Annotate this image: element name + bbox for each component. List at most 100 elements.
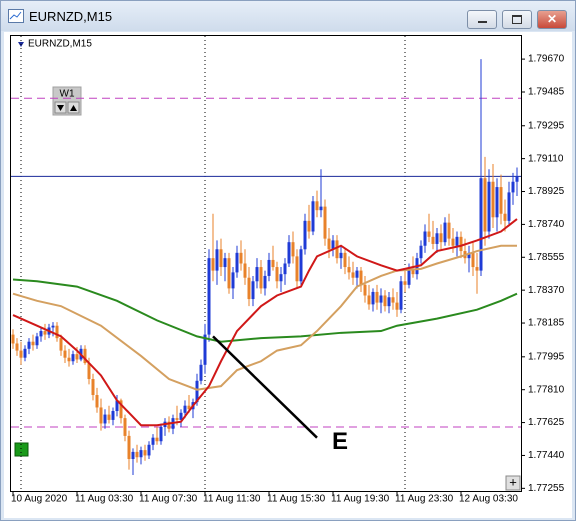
candle-body: [51, 325, 55, 328]
candle-body: [475, 267, 479, 271]
maximize-button[interactable]: [502, 10, 532, 29]
candle-body: [167, 421, 171, 429]
candle-body: [515, 176, 519, 182]
trend-line: [212, 335, 318, 439]
candle-body: [219, 249, 223, 268]
candle-body: [55, 325, 59, 339]
y-tick-label: 1.78740: [528, 219, 565, 230]
y-tick-label: 1.78185: [528, 318, 565, 329]
candle-body: [207, 258, 211, 335]
timeframe-widget[interactable]: W1: [52, 86, 82, 116]
candle-body: [123, 418, 127, 436]
y-tick-label: 1.77995: [528, 351, 565, 362]
candle-body: [87, 363, 91, 380]
y-tick-label: 1.77625: [528, 417, 565, 428]
x-tick-label: 11 Aug 07:30: [139, 494, 198, 505]
y-tick-label: 1.77255: [528, 483, 565, 494]
candle-body: [323, 206, 327, 239]
candle-body: [359, 270, 363, 285]
candle-body: [59, 338, 63, 351]
candle-body: [243, 263, 247, 278]
candle-body: [39, 331, 43, 337]
candle-body: [347, 267, 351, 273]
window-title: EURNZD,M15: [29, 9, 113, 24]
candle-body: [107, 414, 111, 420]
candle-body: [227, 258, 231, 289]
candle-body: [499, 187, 503, 214]
candle-body: [175, 418, 179, 420]
candle-body: [135, 451, 139, 458]
candle-body: [391, 297, 395, 303]
candle-body: [343, 252, 347, 268]
y-tick-label: 1.79670: [528, 54, 565, 65]
candle-body: [199, 364, 203, 381]
moving-average: [12, 278, 518, 343]
x-tick-label: 12 Aug 03:30: [459, 494, 518, 505]
candle-body: [255, 267, 259, 282]
candle-body: [19, 350, 23, 358]
candle-body: [435, 233, 439, 244]
candle-body: [411, 268, 415, 275]
candle-body: [467, 252, 471, 259]
candle-body: [419, 245, 423, 259]
candle-body: [315, 201, 319, 211]
candle-body: [95, 395, 99, 408]
candle-body: [131, 451, 135, 460]
candle-body: [263, 275, 267, 289]
candle-body: [63, 350, 67, 358]
candle-body: [111, 411, 115, 420]
timeframe-button[interactable]: W1: [60, 89, 75, 100]
candle-body: [247, 277, 251, 300]
candle-body: [71, 354, 75, 362]
symbol-label: EURNZD,M15: [28, 39, 92, 50]
plot-frame: [10, 35, 522, 492]
candle-body: [355, 270, 359, 278]
candle-body: [387, 297, 391, 307]
candle-body: [483, 178, 487, 232]
candle-body: [231, 272, 235, 289]
candle-body: [311, 201, 315, 232]
y-tick-label: 1.78555: [528, 252, 565, 263]
candle-body: [151, 437, 155, 445]
candle-body: [511, 181, 515, 193]
candle-body: [83, 348, 87, 364]
candle-body: [211, 258, 215, 271]
candle-body: [295, 256, 299, 282]
candle-body: [375, 291, 379, 303]
candle-body: [267, 259, 271, 276]
y-tick-label: 1.77440: [528, 450, 565, 461]
candle-body: [399, 281, 403, 310]
candle-body: [447, 222, 451, 239]
candle-body: [327, 238, 331, 250]
candle-body: [443, 222, 447, 243]
candle-body: [495, 187, 499, 218]
candle-body: [23, 348, 27, 358]
x-tick-label: 11 Aug 15:30: [267, 494, 326, 505]
x-tick-label: 11 Aug 19:30: [331, 494, 390, 505]
zoom-icon: +: [509, 474, 517, 489]
candle-body: [279, 274, 283, 282]
candle-body: [427, 231, 431, 237]
candle-body: [223, 258, 227, 268]
candle-body: [27, 341, 31, 349]
candle-body: [395, 302, 399, 310]
candle-body: [239, 252, 243, 264]
candle-body: [383, 295, 387, 307]
candle-body: [159, 427, 163, 442]
close-button[interactable]: ✕: [537, 10, 567, 29]
minimize-button[interactable]: [467, 10, 497, 29]
candle-body: [271, 259, 275, 268]
candle-body: [119, 400, 123, 419]
y-tick-label: 1.78370: [528, 285, 565, 296]
candle-body: [299, 249, 303, 282]
candle-body: [183, 405, 187, 413]
candle-body: [259, 267, 263, 289]
candle-body: [35, 336, 39, 346]
candle-body: [287, 242, 291, 264]
candle-body: [351, 272, 355, 278]
candle-body: [251, 281, 255, 300]
candle-body: [235, 252, 239, 273]
zoom-button[interactable]: [505, 475, 521, 491]
y-tick-label: 1.79295: [528, 120, 565, 131]
candle-body: [215, 249, 219, 271]
